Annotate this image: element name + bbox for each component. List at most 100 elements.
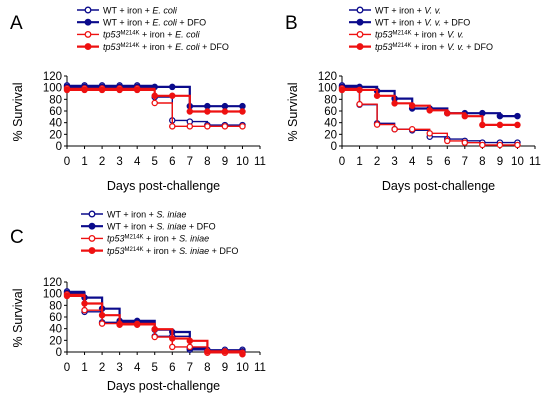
data-point	[81, 300, 88, 307]
x-tick-label: 8	[479, 156, 485, 168]
y-tick-label: 20	[49, 129, 62, 141]
data-point	[169, 123, 176, 130]
data-point	[169, 343, 176, 351]
x-tick-label: 9	[222, 362, 228, 374]
data-point	[204, 123, 211, 130]
legend-label: tp53M214K + iron + S. iniae	[107, 234, 209, 244]
legend-label: WT + iron + V. v.	[375, 5, 441, 15]
y-tick-label: 80	[49, 300, 62, 312]
series-line	[67, 294, 244, 355]
legend-swatch-marker	[356, 30, 364, 38]
legend-swatch-marker	[88, 247, 96, 255]
data-point	[461, 112, 469, 120]
x-tick-label: 4	[409, 156, 416, 168]
y-tick-label: 80	[49, 94, 62, 106]
legend-swatch-marker	[356, 6, 364, 14]
data-point	[63, 292, 71, 300]
x-tick-label: 1	[356, 156, 362, 168]
x-tick-label: 4	[134, 362, 141, 374]
data-point	[151, 99, 158, 107]
x-tick-label: 2	[374, 156, 380, 168]
x-tick-label: 2	[99, 362, 105, 374]
y-tick-label: 40	[324, 118, 337, 130]
data-point	[373, 121, 381, 128]
data-point	[169, 92, 176, 100]
data-point	[426, 107, 433, 114]
data-point	[169, 335, 176, 342]
data-point	[479, 141, 486, 149]
y-tick-label: 120	[43, 71, 62, 83]
legend-label: WT + iron + S. iniae + DFO	[107, 222, 216, 232]
x-tick-label: 7	[187, 156, 193, 168]
y-tick-label: 0	[56, 141, 62, 153]
y-tick-label: 100	[43, 289, 62, 301]
legend-swatch-marker	[84, 6, 92, 14]
data-point	[408, 126, 416, 133]
data-point	[444, 110, 451, 117]
data-point	[496, 121, 504, 129]
y-tick-label: 40	[49, 118, 62, 130]
y-tick-label: 120	[43, 277, 62, 289]
data-point	[98, 320, 106, 327]
panel-letter: A	[10, 13, 23, 34]
data-point	[81, 306, 88, 314]
x-tick-label: 10	[236, 362, 249, 374]
data-point	[391, 100, 398, 107]
data-point	[221, 102, 229, 110]
x-tick-label: 10	[236, 156, 249, 168]
y-tick-label: 60	[49, 312, 62, 324]
data-point	[204, 348, 211, 355]
data-point	[81, 86, 88, 94]
data-point	[98, 311, 106, 319]
data-point	[514, 112, 521, 120]
x-tick-label: 11	[529, 156, 541, 168]
data-point	[426, 130, 433, 137]
legend-swatch-marker	[88, 222, 96, 230]
y-tick-label: 0	[56, 347, 62, 359]
y-tick-label: 60	[49, 106, 62, 118]
legend-label: WT + iron + E. coli + DFO	[103, 18, 206, 28]
data-point	[204, 108, 211, 115]
x-tick-label: 1	[81, 362, 87, 374]
data-point	[496, 112, 504, 120]
legend-label: tp53M214K + iron + V. v.	[375, 30, 464, 40]
data-point	[186, 337, 194, 345]
y-tick-label: 20	[324, 129, 337, 141]
legend-swatch-marker	[356, 18, 364, 26]
x-tick-label: 7	[462, 156, 468, 168]
x-tick-label: 4	[134, 156, 141, 168]
y-axis-label: % Survival	[11, 82, 25, 141]
x-tick-label: 5	[427, 156, 433, 168]
y-tick-label: 100	[43, 83, 62, 95]
data-point	[461, 139, 469, 146]
legend-swatch-marker	[84, 18, 92, 26]
data-point	[221, 348, 229, 355]
x-tick-label: 9	[222, 156, 228, 168]
data-point	[133, 320, 141, 328]
data-point	[151, 92, 158, 100]
x-tick-label: 8	[204, 362, 210, 374]
data-point	[116, 86, 123, 94]
legend-label: tp53M214K + iron + E. coli + DFO	[103, 42, 229, 52]
data-point	[98, 86, 106, 94]
data-point	[444, 137, 451, 145]
data-point	[151, 333, 158, 341]
x-tick-label: 8	[204, 156, 210, 168]
panel-letter: C	[10, 227, 24, 248]
data-point	[408, 102, 416, 109]
data-point	[373, 92, 381, 100]
legend-swatch-marker	[84, 43, 92, 51]
data-point	[239, 108, 246, 115]
data-point	[186, 123, 194, 130]
legend-label: tp53M214K + iron + E. coli	[103, 30, 201, 40]
legend-label: WT + iron + E. coli	[103, 5, 178, 15]
data-point	[239, 350, 246, 358]
data-point	[133, 86, 141, 94]
x-tick-label: 0	[64, 156, 70, 168]
data-point	[151, 325, 158, 333]
x-tick-label: 7	[187, 362, 193, 374]
x-tick-label: 0	[339, 156, 345, 168]
x-tick-label: 1	[81, 156, 87, 168]
